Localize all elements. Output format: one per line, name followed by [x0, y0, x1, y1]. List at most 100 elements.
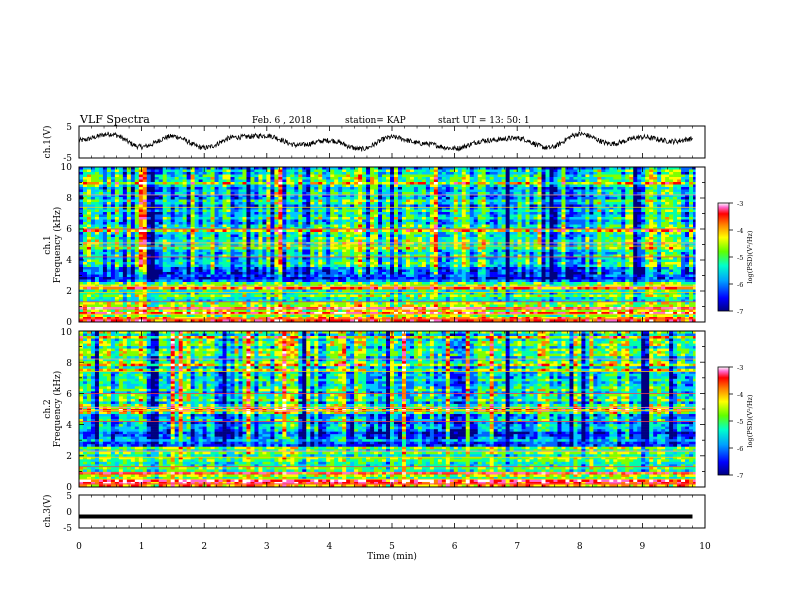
s1-cell — [158, 169, 164, 173]
s1-cell — [569, 177, 574, 180]
s1-cell — [282, 239, 287, 243]
s1-cell — [170, 167, 175, 170]
s1-cell — [186, 197, 191, 200]
s1-cell — [386, 182, 391, 185]
s1-cell — [130, 229, 136, 233]
s1-cell — [178, 237, 183, 240]
s1-cell — [693, 182, 698, 185]
s1-cell — [250, 192, 255, 195]
s1-cell — [146, 197, 152, 200]
s1-cell — [266, 209, 271, 213]
s1-cell — [497, 219, 502, 223]
s1-cell — [122, 182, 128, 185]
s1-cell — [529, 197, 534, 200]
s1-cell — [282, 179, 287, 183]
s1-cell — [505, 199, 510, 203]
s1-cell — [633, 239, 638, 243]
s1-cell — [677, 227, 682, 230]
s1-cell — [641, 187, 646, 190]
s1-cell — [529, 239, 534, 243]
s1-cell — [569, 227, 574, 230]
s1-cell — [509, 212, 514, 215]
s1-cell — [82, 197, 88, 200]
s1-cell — [342, 224, 347, 228]
s1-cell — [497, 214, 502, 218]
s1-cell — [429, 234, 435, 238]
s1-cell — [449, 167, 455, 170]
s1-cell — [693, 204, 698, 208]
s1-cell — [549, 227, 554, 230]
s1-cell — [397, 192, 403, 195]
s1-cell — [390, 172, 395, 175]
s1-cell — [505, 207, 510, 210]
s1-cell — [202, 197, 207, 200]
s1-cell — [142, 167, 148, 170]
s1-cell — [330, 217, 335, 220]
s1-cell — [661, 192, 666, 195]
s1-cell — [94, 234, 100, 238]
s1-cell — [397, 212, 403, 215]
s1-cell — [481, 212, 486, 215]
s1-cell — [122, 232, 128, 235]
s1-cell — [82, 232, 88, 235]
s1-cell — [605, 212, 610, 215]
s1-cell — [278, 207, 283, 210]
s1-cell — [473, 184, 479, 188]
s1-cell — [226, 169, 231, 173]
s1-cell — [278, 177, 283, 180]
s1-cell — [86, 174, 92, 178]
s1-cell — [230, 219, 235, 223]
s1-cell — [382, 187, 387, 190]
s1-cell — [194, 222, 199, 225]
s1-cell — [401, 167, 407, 170]
s1-cell — [577, 187, 582, 190]
s1-cell — [282, 224, 287, 228]
s1-cell — [477, 177, 483, 180]
s1-cell — [238, 212, 243, 215]
s1-cell — [609, 172, 614, 175]
s1-cell — [226, 207, 231, 210]
s1-cell — [190, 202, 195, 205]
s1-cell — [250, 234, 255, 238]
s1-cell — [613, 179, 618, 183]
s1-cell — [170, 169, 175, 173]
s1-cell — [509, 177, 514, 180]
s1-cell — [290, 174, 295, 178]
s1-cell — [649, 174, 654, 178]
s1-cell — [457, 199, 463, 203]
s1-cell — [158, 199, 164, 203]
s1-cell — [298, 192, 303, 195]
s1-cell — [330, 214, 335, 218]
s1-cell — [218, 199, 223, 203]
s1-cell — [621, 239, 626, 243]
s1-cell — [290, 237, 295, 240]
s1-cell — [609, 237, 614, 240]
s1-cell — [118, 197, 124, 200]
s1-cell — [378, 224, 383, 228]
ch1-ytick-bottom: -5 — [63, 154, 72, 164]
s1-cell — [294, 179, 299, 183]
s1-cell — [310, 217, 315, 220]
s1-cell — [386, 177, 391, 180]
s1-cell — [270, 217, 275, 220]
s1-cell — [350, 177, 355, 180]
s1-cell — [605, 219, 610, 223]
s1-cell — [170, 217, 175, 220]
s1-cell — [234, 167, 239, 170]
s1-cell — [158, 184, 164, 188]
s1-cell — [134, 239, 140, 243]
s1-cell — [330, 199, 335, 203]
s1-cell — [521, 227, 526, 230]
s1-cell — [202, 194, 207, 198]
s1-cell — [625, 177, 630, 180]
s1-cell — [242, 227, 247, 230]
s1-cell — [581, 194, 586, 198]
s1-cell — [262, 227, 267, 230]
s1-cell — [689, 227, 694, 230]
s1-cell — [322, 187, 327, 190]
s1-cell — [405, 222, 411, 225]
s1-cell — [278, 227, 283, 230]
s1-cell — [609, 169, 614, 173]
s1-cell — [417, 189, 423, 193]
s1-cell — [350, 182, 355, 185]
